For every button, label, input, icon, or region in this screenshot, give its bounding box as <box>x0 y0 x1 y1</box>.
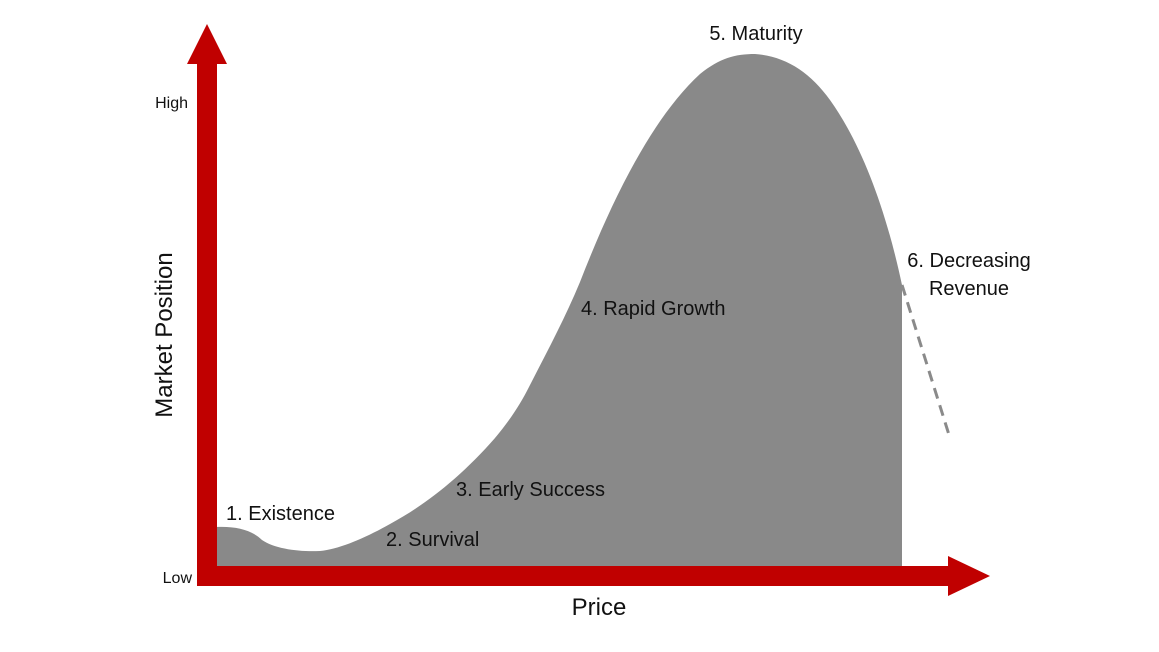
stage-maturity-label: 5. Maturity <box>709 23 802 45</box>
y-axis-arrowhead <box>187 24 227 64</box>
decline-dashed-line <box>900 284 952 439</box>
stage-survival-label: 2. Survival <box>386 529 479 551</box>
x-axis-title: Price <box>572 594 627 621</box>
x-axis-arrowhead <box>948 556 990 596</box>
y-axis-low-label: Low <box>163 570 193 587</box>
stage-decreasing-revenue-label: 6. Decreasing <box>907 250 1030 272</box>
y-axis-high-label: High <box>155 95 188 112</box>
y-axis-title: Market Position <box>151 252 178 417</box>
stage-existence-label: 1. Existence <box>226 503 335 525</box>
y-axis <box>197 60 217 586</box>
x-axis <box>197 566 953 586</box>
stage-early-success-label: 3. Early Success <box>456 479 605 501</box>
lifecycle-curve-area <box>216 54 902 566</box>
stage-rapid-growth-label: 4. Rapid Growth <box>581 298 726 320</box>
stage-decreasing-revenue-label-line2: Revenue <box>929 278 1009 300</box>
